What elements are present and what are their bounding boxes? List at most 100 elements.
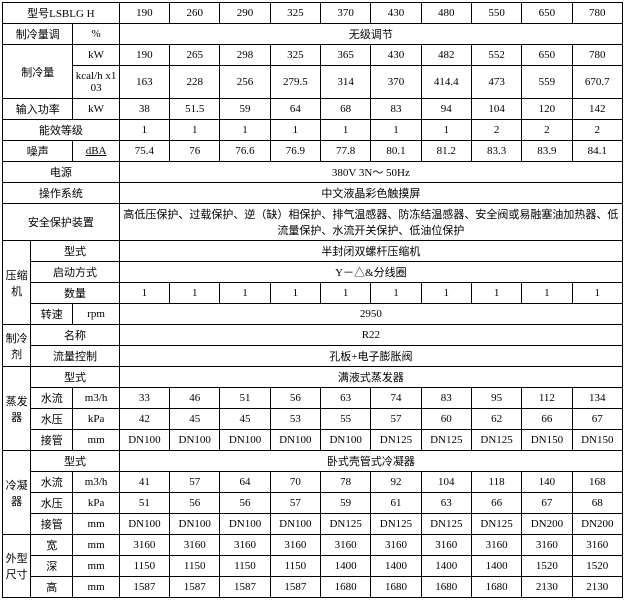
cell: DN100	[119, 514, 169, 535]
refrig-name-value: R22	[119, 325, 622, 346]
cell: 1520	[522, 556, 572, 577]
cell: 559	[522, 66, 572, 99]
cell: 75.4	[119, 141, 169, 162]
cell: 3160	[320, 535, 370, 556]
cell: 1150	[170, 556, 220, 577]
model-col: 650	[522, 3, 572, 24]
cell: 414.4	[421, 66, 471, 99]
cell: 482	[421, 45, 471, 66]
dim-unit: mm	[73, 577, 119, 598]
cell: 365	[320, 45, 370, 66]
header-label: 型号LSBLG H	[3, 3, 120, 24]
cell: 83	[371, 99, 421, 120]
cell: 120	[522, 99, 572, 120]
cell: 104	[421, 472, 471, 493]
cell: 61	[371, 493, 421, 514]
cell: 1680	[320, 577, 370, 598]
cell: 45	[170, 409, 220, 430]
cell: 314	[320, 66, 370, 99]
cell: DN150	[522, 430, 572, 451]
cell: 1	[320, 120, 370, 141]
cell: 63	[320, 388, 370, 409]
cell: 1	[522, 283, 572, 304]
cool-adj-unit: %	[73, 24, 119, 45]
cell: 473	[471, 66, 521, 99]
model-col: 550	[471, 3, 521, 24]
dim-h-label: 高	[31, 577, 73, 598]
cell: 1680	[471, 577, 521, 598]
power-label: 电源	[3, 162, 120, 183]
evap-pipe-label: 接管	[31, 430, 73, 451]
cool-adj-value: 无级调节	[119, 24, 622, 45]
cell: 64	[270, 99, 320, 120]
cell: 1	[220, 120, 270, 141]
cell: DN125	[371, 514, 421, 535]
cell: 1400	[371, 556, 421, 577]
comp-num-label: 数量	[31, 283, 120, 304]
cell: 104	[471, 99, 521, 120]
cell: 56	[220, 493, 270, 514]
evap-flow-unit: m3/h	[73, 388, 119, 409]
cell: 95	[471, 388, 521, 409]
cell: 1400	[320, 556, 370, 577]
spec-table: 型号LSBLG H 190 260 290 325 370 430 480 55…	[2, 2, 623, 598]
cell: DN125	[421, 514, 471, 535]
evap-type-value: 满液式蒸发器	[119, 367, 622, 388]
cell: 92	[371, 472, 421, 493]
cell: DN125	[471, 514, 521, 535]
cell: 2130	[572, 577, 622, 598]
cell: 1	[220, 283, 270, 304]
refrig-flow-label: 流量控制	[31, 346, 120, 367]
cell: 279.5	[270, 66, 320, 99]
refrig-flow-value: 孔板+电子膨胀阀	[119, 346, 622, 367]
cell: DN100	[270, 430, 320, 451]
dim-unit: mm	[73, 556, 119, 577]
os-value: 中文液晶彩色触摸屏	[119, 183, 622, 204]
input-power-label: 输入功率	[3, 99, 73, 120]
cond-type-label: 型式	[31, 451, 120, 472]
cell: 33	[119, 388, 169, 409]
cell: 552	[471, 45, 521, 66]
cell: 76.6	[220, 141, 270, 162]
cell: 2130	[522, 577, 572, 598]
model-col: 370	[320, 3, 370, 24]
cell: 45	[220, 409, 270, 430]
evap-flow-label: 水流	[31, 388, 73, 409]
cell: 1	[119, 283, 169, 304]
cell: 66	[522, 409, 572, 430]
cell: 1680	[421, 577, 471, 598]
cell: 1	[572, 283, 622, 304]
cell: DN125	[471, 430, 521, 451]
model-col: 780	[572, 3, 622, 24]
cell: 68	[572, 493, 622, 514]
cell: 1150	[220, 556, 270, 577]
evap-type-label: 型式	[31, 367, 120, 388]
cell: 163	[119, 66, 169, 99]
cell: 1	[170, 120, 220, 141]
cell: DN100	[220, 514, 270, 535]
cell: 42	[119, 409, 169, 430]
cell: 1	[421, 283, 471, 304]
cell: 3160	[471, 535, 521, 556]
model-col: 190	[119, 3, 169, 24]
cell: 370	[371, 66, 421, 99]
cell: 112	[522, 388, 572, 409]
cell: 68	[320, 99, 370, 120]
cell: 46	[170, 388, 220, 409]
cell: 80.1	[371, 141, 421, 162]
cell: DN100	[170, 514, 220, 535]
cond-pipe-label: 接管	[31, 514, 73, 535]
cell: 3160	[220, 535, 270, 556]
cell: DN100	[220, 430, 270, 451]
cell: 780	[572, 45, 622, 66]
evap-pipe-unit: mm	[73, 430, 119, 451]
cell: 70	[270, 472, 320, 493]
cell: 1150	[270, 556, 320, 577]
cell: DN100	[320, 430, 370, 451]
cool-cap-kw-unit: kW	[73, 45, 119, 66]
cell: 1	[119, 120, 169, 141]
cell: 66	[471, 493, 521, 514]
comp-speed-value: 2950	[119, 304, 622, 325]
comp-type-label: 型式	[31, 241, 120, 262]
cell: DN100	[270, 514, 320, 535]
